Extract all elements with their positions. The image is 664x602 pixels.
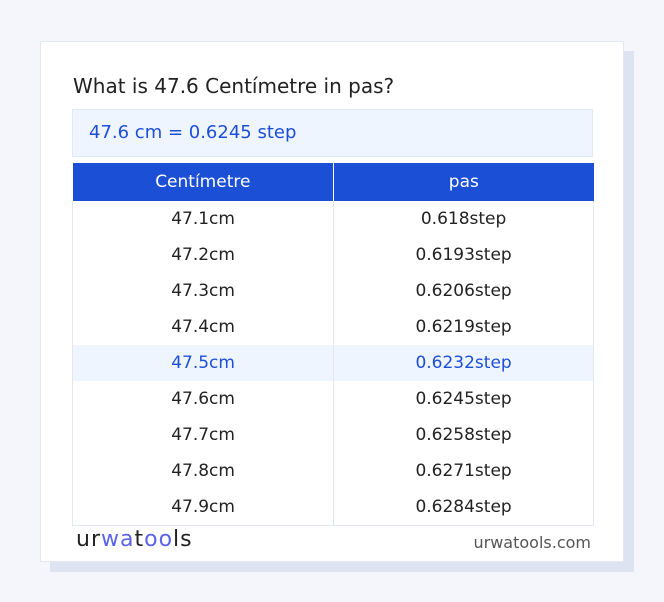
table-row: 47.5cm 0.6232step bbox=[71, 345, 594, 381]
site-link[interactable]: urwatools.com bbox=[473, 533, 592, 552]
table-row: 47.4cm 0.6219step bbox=[71, 309, 594, 345]
centimetre-cell: 47.4cm bbox=[71, 309, 335, 345]
centimetre-cell: 47.3cm bbox=[71, 273, 335, 309]
table-row: 47.8cm 0.6271step bbox=[71, 453, 594, 489]
pas-cell: 0.6193step bbox=[333, 237, 594, 273]
centimetre-cell: 47.5cm bbox=[71, 345, 335, 381]
pas-cell: 0.6219step bbox=[333, 309, 594, 345]
centimetre-cell: 47.7cm bbox=[71, 417, 335, 453]
table-row: 47.1cm 0.618step bbox=[71, 201, 594, 237]
converter-card: What is 47.6 Centímetre in pas? 47.6 cm … bbox=[40, 41, 624, 562]
pas-cell: 0.618step bbox=[333, 201, 594, 237]
header-centimetre: Centímetre bbox=[72, 163, 334, 201]
table-row: 47.9cm 0.6284step bbox=[71, 489, 594, 526]
table-row: 47.2cm 0.6193step bbox=[71, 237, 594, 273]
centimetre-cell: 47.1cm bbox=[71, 201, 335, 237]
centimetre-cell: 47.2cm bbox=[71, 237, 335, 273]
table-row: 47.6cm 0.6245step bbox=[71, 381, 594, 417]
result-box: 47.6 cm = 0.6245 step bbox=[72, 109, 593, 157]
table-row: 47.7cm 0.6258step bbox=[71, 417, 594, 453]
pas-cell: 0.6245step bbox=[333, 381, 594, 417]
pas-cell: 0.6206step bbox=[333, 273, 594, 309]
table-row: 47.3cm 0.6206step bbox=[71, 273, 594, 309]
conversion-table: Centímetre pas 47.1cm 0.618step 47.2cm 0.61… bbox=[71, 163, 594, 526]
pas-cell: 0.6232step bbox=[333, 345, 594, 381]
centimetre-cell: 47.8cm bbox=[71, 453, 335, 489]
header-pas: pas bbox=[333, 163, 594, 201]
urwatools-logo[interactable]: urwatools bbox=[76, 527, 193, 552]
pas-cell: 0.6258step bbox=[333, 417, 594, 453]
centimetre-cell: 47.9cm bbox=[71, 489, 335, 526]
pas-cell: 0.6271step bbox=[333, 453, 594, 489]
centimetre-cell: 47.6cm bbox=[71, 381, 335, 417]
pas-cell: 0.6284step bbox=[333, 489, 594, 526]
page-title: What is 47.6 Centímetre in pas? bbox=[73, 74, 395, 98]
